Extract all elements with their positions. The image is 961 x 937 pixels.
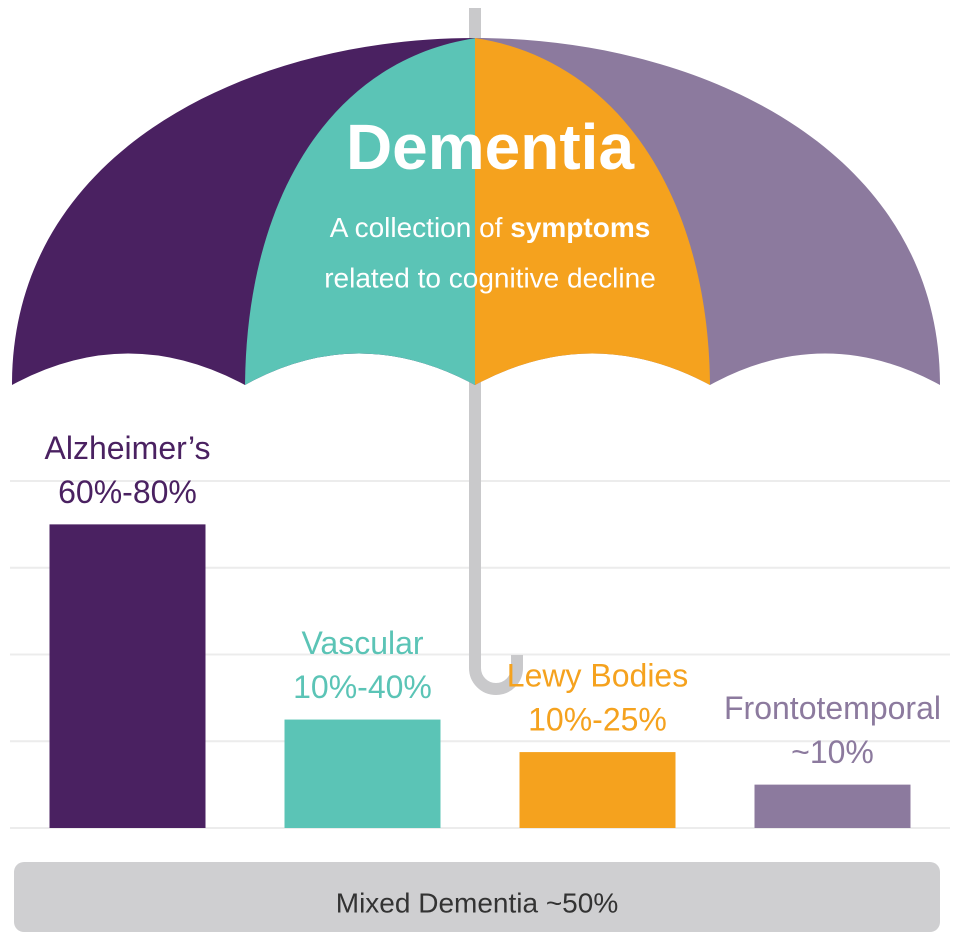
annotation: Mixed Dementia ~50% — [336, 887, 618, 918]
bar — [284, 719, 441, 828]
footer-box — [14, 862, 940, 932]
category-label: Vascular — [301, 625, 423, 661]
subtitle-line: related to cognitive decline — [324, 262, 656, 293]
value-label: 10%-40% — [293, 669, 432, 705]
umbrella-canopy — [12, 38, 940, 385]
bar — [754, 784, 911, 828]
value-label: 10%-25% — [528, 702, 667, 738]
subtitle-text: A collection of — [330, 212, 503, 243]
chart-title: Dementia — [346, 111, 635, 183]
subtitle-bold: symptoms — [510, 212, 650, 243]
umbrella-handle — [469, 8, 523, 695]
value-label: 60%-80% — [58, 474, 197, 510]
bar — [49, 524, 206, 828]
category-label: Alzheimer’s — [45, 430, 211, 466]
category-label: Frontotemporal — [724, 690, 941, 726]
subtitle: A collection of symptoms — [330, 212, 651, 243]
value-label: ~10% — [791, 734, 874, 770]
bar — [519, 752, 676, 828]
category-label: Lewy Bodies — [507, 658, 688, 694]
